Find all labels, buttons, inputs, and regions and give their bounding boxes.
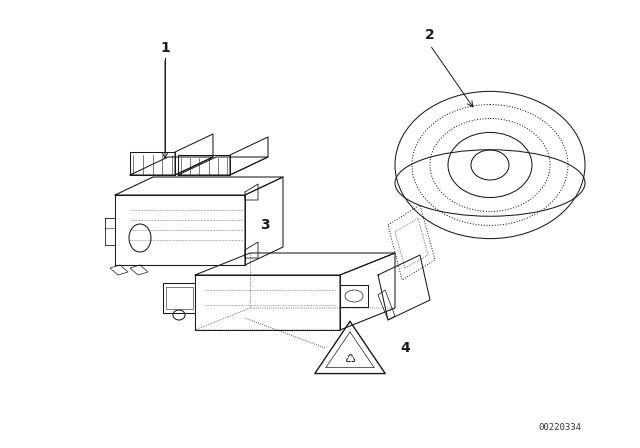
Text: 1: 1 [160,41,170,55]
Text: 4: 4 [400,341,410,355]
Text: ♺: ♺ [344,353,356,366]
Text: 2: 2 [425,28,435,42]
Text: 3: 3 [260,218,270,232]
Text: 00220334: 00220334 [538,423,582,432]
